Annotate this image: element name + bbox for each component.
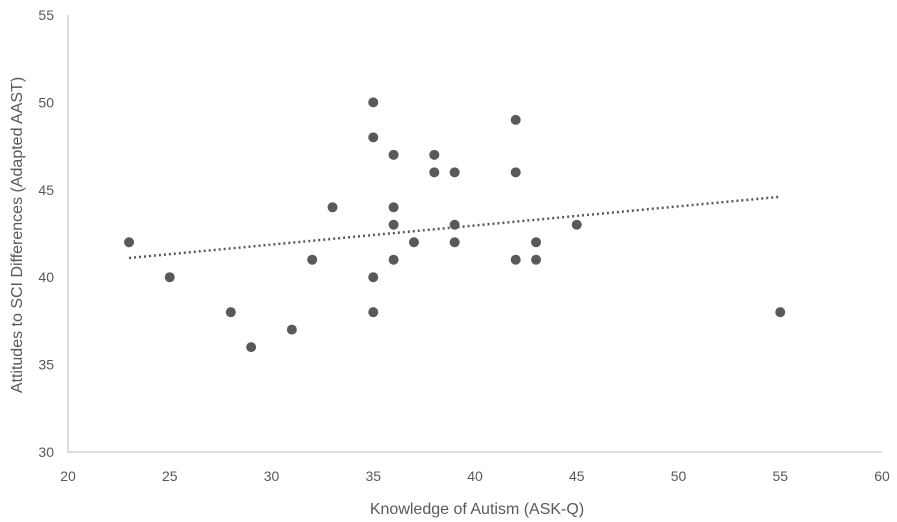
data-point: [368, 272, 379, 283]
data-point: [408, 237, 419, 248]
x-tick-label: 20: [60, 468, 76, 484]
y-tick-label: 45: [38, 182, 54, 198]
data-point: [368, 307, 379, 318]
data-point: [246, 342, 257, 353]
data-point: [775, 307, 786, 318]
x-tick-label: 40: [467, 468, 483, 484]
data-point: [449, 237, 460, 248]
data-point: [327, 202, 338, 213]
y-tick-label: 40: [38, 269, 54, 285]
data-point: [286, 324, 297, 335]
data-point: [531, 237, 542, 248]
tick-labels: 20 25 30 35 40 45 50 55 60 30 35 40 45 50 55: [38, 7, 890, 484]
data-point: [510, 114, 521, 125]
data-point: [510, 167, 521, 178]
data-point: [449, 167, 460, 178]
data-point: [429, 167, 440, 178]
x-tick-label: 30: [264, 468, 280, 484]
data-point: [124, 237, 135, 248]
data-point: [225, 307, 236, 318]
y-tick-label: 35: [38, 357, 54, 373]
y-tick-label: 30: [38, 444, 54, 460]
trendline: [128, 195, 781, 260]
data-point: [388, 254, 399, 265]
x-tick-label: 25: [162, 468, 178, 484]
data-points: [124, 97, 786, 353]
data-point: [388, 149, 399, 160]
x-tick-label: 55: [772, 468, 788, 484]
y-axis-title: Attitudes to SCI Differences (Adapted AA…: [9, 77, 26, 393]
data-point: [368, 132, 379, 143]
x-tick-label: 50: [671, 468, 687, 484]
y-tick-label: 55: [38, 7, 54, 23]
data-point: [388, 202, 399, 213]
trendline-group: [128, 195, 781, 260]
x-tick-label: 35: [365, 468, 381, 484]
data-point: [368, 97, 379, 108]
data-point: [510, 254, 521, 265]
data-point: [429, 149, 440, 160]
data-point: [307, 254, 318, 265]
data-point: [164, 272, 175, 283]
data-point: [571, 219, 582, 230]
axes: [67, 15, 882, 453]
data-point: [449, 219, 460, 230]
data-point: [388, 219, 399, 230]
data-point: [531, 254, 542, 265]
x-axis-title: Knowledge of Autism (ASK-Q): [370, 501, 584, 518]
x-tick-label: 45: [569, 468, 585, 484]
x-tick-label: 60: [874, 468, 890, 484]
y-tick-label: 50: [38, 94, 54, 110]
